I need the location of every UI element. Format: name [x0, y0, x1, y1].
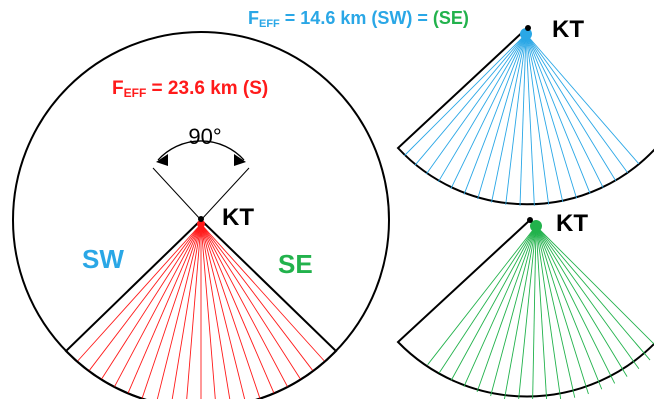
se-fan-ray [518, 225, 537, 399]
angle-arc [157, 140, 245, 161]
main-fan-ray [200, 223, 301, 380]
se-fan-ray [476, 225, 537, 392]
se-origin-dot-green [530, 220, 542, 232]
kt-main-label: KT [222, 204, 254, 231]
main-fan-ray [200, 223, 261, 399]
main-origin-dot [198, 216, 204, 222]
main-origin-dot-red [197, 220, 205, 228]
main-fan-ray [141, 223, 202, 399]
sw-fan-ray [525, 33, 535, 206]
feff-side-label: FEFF = 14.6 km (SW) = (SE) [248, 8, 469, 30]
sw-fan-ray [404, 33, 527, 156]
angle-guide-left [152, 167, 202, 221]
se-fan-ray [463, 225, 537, 387]
sw-fan-ray [525, 33, 578, 199]
feff-side-prefix: F [248, 8, 259, 28]
sw-origin-dot [525, 25, 531, 31]
se-fan-ray [535, 225, 589, 395]
se-fan-ray [535, 225, 548, 399]
sw-fan-ray [525, 33, 640, 165]
se-origin-dot [527, 217, 533, 223]
se-fan-ray [535, 225, 640, 370]
main-fan-ray [200, 223, 246, 399]
sw-sector [396, 27, 654, 206]
sw-fan-ray [463, 33, 527, 195]
main-fan-ray [156, 223, 202, 399]
sw-fan-ray [525, 33, 604, 188]
fetch-circle [12, 31, 390, 399]
se-fan-ray [535, 225, 576, 398]
main-fan-rays [77, 223, 325, 399]
feff-main-label: FEFF = 23.6 km (S) [112, 78, 268, 100]
main-fan-ray [77, 223, 202, 362]
feff-side-sub: EFF [259, 18, 280, 30]
sw-fan-ray [414, 33, 527, 166]
main-fan-ray [186, 223, 202, 399]
se-label: SE [278, 249, 313, 279]
se-fan-ray [427, 225, 537, 365]
se-fan-rays [427, 225, 654, 399]
se-fan-ray [535, 225, 654, 345]
feff-main-sub: EFF [124, 86, 147, 100]
sw-fan-ray [450, 33, 527, 189]
se-fan-ray [438, 225, 537, 374]
se-fan-ray [532, 225, 537, 399]
main-fan-ray [200, 223, 231, 399]
sw-fan-ray [477, 33, 527, 200]
main-fan-ray [200, 223, 275, 394]
sw-fan-ray [491, 33, 527, 203]
sw-fan-ray [505, 33, 527, 205]
feff-main-prefix: F [112, 78, 124, 99]
angle-arrow-right [234, 154, 246, 166]
sw-label: SW [82, 244, 124, 274]
main-fan-ray [200, 223, 216, 399]
feff-side-text-sw: = 14.6 km (SW) = [280, 8, 433, 28]
sw-fan-ray [525, 33, 617, 181]
main-fan-ray [89, 223, 202, 371]
kt-bottom-label: KT [556, 210, 588, 237]
se-fan-ray [535, 225, 603, 390]
se-fan-ray [450, 225, 537, 381]
sw-fan-ray [437, 33, 527, 183]
sw-fan-ray [525, 33, 550, 205]
sw-origin-dot-blue [520, 28, 532, 40]
se-sector [396, 219, 654, 398]
main-fan-ray [200, 223, 325, 362]
se-fan-ray [535, 225, 628, 377]
sw-fan-ray [525, 33, 564, 203]
se-fan-ray [503, 225, 537, 399]
angle-guide-right [200, 167, 250, 221]
angle-arrow-left [156, 154, 168, 166]
main-fan-ray [200, 223, 288, 387]
main-fan-ray [127, 223, 202, 394]
sw-fan-ray [525, 33, 591, 194]
angle-label: 90° [188, 124, 221, 149]
main-sector [64, 218, 338, 399]
sw-fan-rays [404, 33, 640, 206]
sw-fan-ray [525, 33, 629, 174]
se-fan-ray [535, 225, 562, 399]
sw-fan-ray [519, 33, 527, 206]
feff-side-text-se: (SE) [433, 8, 469, 28]
main-fan-ray [200, 223, 313, 371]
feff-main-text: = 23.6 km (S) [146, 78, 268, 99]
kt-top-label: KT [552, 16, 584, 43]
se-fan-ray [490, 225, 537, 397]
se-fan-ray [535, 225, 651, 361]
main-fan-ray [101, 223, 202, 380]
main-fan-ray [171, 223, 202, 399]
se-fan-ray [535, 225, 616, 384]
main-fan-ray [114, 223, 202, 387]
sw-fan-ray [425, 33, 527, 175]
